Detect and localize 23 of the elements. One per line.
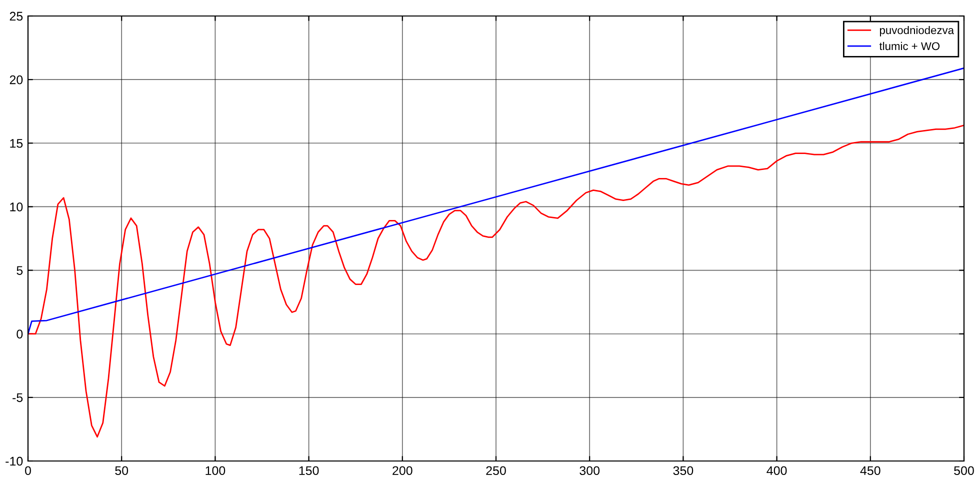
- line-series: [28, 67, 964, 335]
- y-tick-label: 20: [10, 75, 23, 84]
- x-tick-label: 100: [206, 466, 226, 476]
- y-tick-label: -10: [6, 456, 23, 466]
- legend-label: tlumic + WO: [879, 42, 940, 50]
- y-tick-label: 25: [10, 12, 23, 21]
- x-tick-label: 400: [766, 466, 787, 476]
- y-tick-label: 5: [16, 266, 23, 275]
- y-tick-label: 0: [16, 330, 23, 339]
- y-tick-label: -5: [12, 393, 23, 402]
- line-series: [28, 124, 964, 438]
- x-tick-label: 250: [486, 466, 506, 476]
- x-tick-label: 450: [860, 466, 880, 476]
- x-tick-label: 150: [299, 466, 319, 476]
- x-tick-label: 350: [673, 466, 694, 476]
- y-tick-label: 15: [10, 139, 23, 148]
- y-tick-label: 10: [10, 202, 23, 212]
- x-tick-label: 50: [115, 466, 128, 476]
- x-tick-label: 0: [25, 466, 31, 476]
- legend-label: puvodniodezva: [880, 26, 954, 36]
- x-tick-label: 500: [954, 466, 974, 476]
- x-tick-label: 300: [580, 466, 600, 476]
- x-tick-label: 200: [392, 466, 412, 476]
